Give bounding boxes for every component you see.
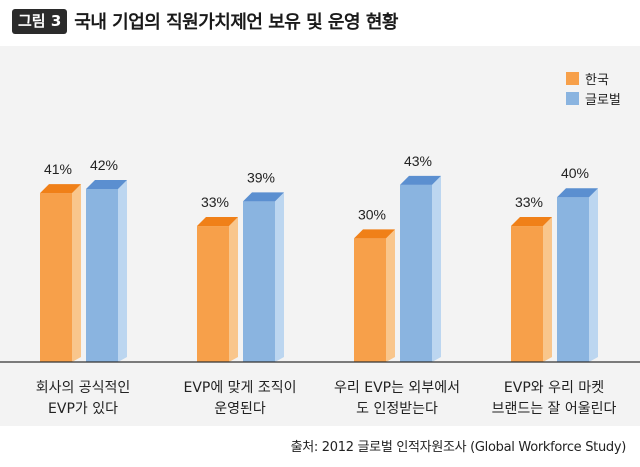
data-label: 33% [515,194,543,210]
category-label: 회사의 공식적인 [36,380,131,396]
bar-chart: 41% 42% 회사의 공식적인 EVP가 있다 33% 39% EVP에 맞게 조직이운영… [0,72,640,417]
bar-top [86,179,127,189]
bar [354,238,386,362]
category-label: 우리 EVP는 외부에서 [334,380,460,396]
legend-swatch [566,72,579,85]
bar [86,188,118,362]
bar-top [40,184,81,194]
bar-top [243,192,284,202]
category-label: 운영된다 [214,401,266,417]
category-label: EVP가 있다 [48,401,118,417]
bar-side [72,184,81,362]
bar-top [400,175,441,185]
bar-top [511,217,552,227]
bar-top [557,188,598,198]
legend-label: 글로벌 [585,93,621,108]
bar [400,184,432,362]
data-label: 42% [90,157,118,173]
bar [243,201,275,362]
bar-top [354,229,395,239]
category-label: EVP에 맞게 조직이 [183,380,296,396]
data-label: 41% [44,161,72,177]
data-label: 30% [358,206,386,222]
bar-side [386,229,395,362]
bar-side [118,179,127,362]
source-note: 출처: 2012 글로벌 인적자원조사 (Global Workforce St… [290,440,627,455]
data-label: 40% [561,165,589,181]
category-label: 도 인정받는다 [356,401,438,417]
bar-side [229,217,238,362]
data-label: 33% [201,194,229,210]
bar-side [543,217,552,362]
data-label: 39% [247,169,275,185]
figure-tag: 그림 3 [12,8,68,34]
bar-side [432,175,441,362]
chart-title: 국내 기업의 직원가치제언 보유 및 운영 현황 [74,12,398,33]
data-label: 43% [404,153,432,169]
legend-label: 한국 [585,73,609,88]
bar-side [589,188,598,362]
bar [40,193,72,362]
bar [557,197,589,362]
category-label: 브랜드는 잘 어울린다 [492,401,617,417]
figure-header: 그림 3 국내 기업의 직원가치제언 보유 및 운영 현황 [12,8,398,34]
category-label: EVP와 우리 마켓 [504,380,604,396]
bar [511,226,543,362]
bar [197,226,229,362]
bar-top [197,217,238,227]
legend-swatch [566,92,579,105]
bar-side [275,192,284,362]
